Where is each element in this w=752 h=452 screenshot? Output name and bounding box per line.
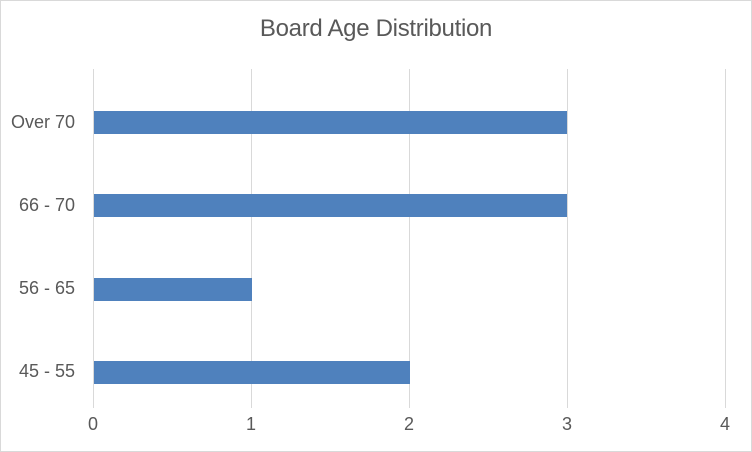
category-label-56-65: 56 - 65 xyxy=(18,277,75,298)
x-axis: 0 1 2 3 4 xyxy=(88,414,730,436)
category-label-over-70: Over 70 xyxy=(10,111,75,132)
gridline-4 xyxy=(725,69,726,408)
x-tick-label-2: 2 xyxy=(403,414,415,434)
x-tick-label-0: 0 xyxy=(87,414,99,434)
gridline-2 xyxy=(409,69,410,408)
category-label-66-70: 66 - 70 xyxy=(18,194,75,215)
category-band: Over 70 xyxy=(11,81,725,164)
category-band: 56 - 65 xyxy=(19,248,725,331)
category-band: 45 - 55 xyxy=(19,331,725,414)
bar-series: Over 70 66 - 70 56 - 65 45 - 55 xyxy=(11,81,725,414)
bar-over-70 xyxy=(94,111,568,135)
gridline-1 xyxy=(251,69,252,408)
plot-area xyxy=(93,69,726,408)
chart-title: Board Age Distribution xyxy=(259,15,493,42)
x-tick-label-4: 4 xyxy=(719,414,731,434)
bar-45-55 xyxy=(94,360,410,384)
gridline-3 xyxy=(567,69,568,408)
x-tick-label-1: 1 xyxy=(245,414,257,434)
x-tick-label-3: 3 xyxy=(561,414,573,434)
bar-66-70 xyxy=(94,194,568,218)
category-band: 66 - 70 xyxy=(19,164,725,247)
bar-56-65 xyxy=(94,277,252,301)
category-label-45-55: 45 - 55 xyxy=(18,361,75,382)
gridline-0 xyxy=(93,69,94,408)
